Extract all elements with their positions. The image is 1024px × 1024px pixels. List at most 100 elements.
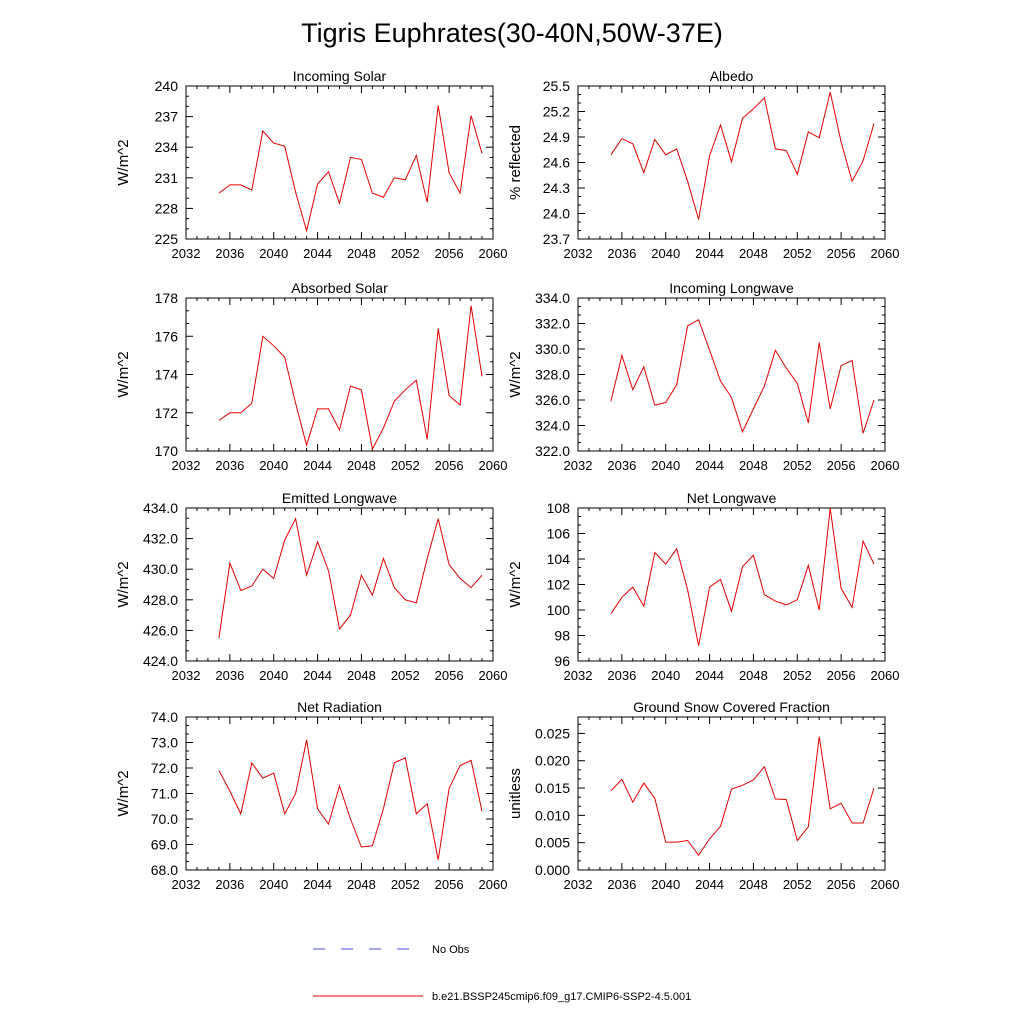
net-longwave-xtick-label: 2060 — [871, 668, 900, 683]
emitted-longwave-series-line — [218, 517, 483, 639]
incoming-solar-ytick-label: 225 — [155, 231, 179, 247]
absorbed-solar-ytick-label: 170 — [155, 443, 179, 459]
net-longwave-xtick-label: 2052 — [783, 668, 812, 683]
emitted-longwave-ytick-label: 428.0 — [143, 592, 178, 608]
albedo-ylabel: % reflected — [507, 125, 524, 200]
incoming-solar-xtick-label: 2040 — [259, 246, 288, 261]
legend: No Obs b.e21.BSSP245cmip6.f09_g17.CMIP6-… — [313, 944, 691, 1003]
net-radiation-xtick-label: 2032 — [172, 877, 201, 892]
net-radiation-title: Net Radiation — [297, 699, 382, 715]
albedo-ytick-label: 25.2 — [543, 104, 570, 120]
emitted-longwave-ytick-label: 424.0 — [143, 653, 178, 669]
ground-snow-covered-fraction-ytick-label: 0.025 — [535, 725, 570, 741]
net-radiation-ylabel: W/m^2 — [115, 770, 132, 816]
net-longwave-ytick-label: 102 — [547, 577, 571, 593]
net-longwave-ytick-label: 100 — [547, 602, 571, 618]
albedo-ytick-label: 24.0 — [543, 206, 570, 222]
absorbed-solar-ytick-label: 172 — [155, 405, 179, 421]
incoming-longwave-xtick-label: 2052 — [783, 458, 812, 473]
net-radiation-ytick-label: 74.0 — [151, 709, 178, 725]
incoming-solar-ytick-label: 234 — [155, 139, 179, 155]
albedo-xtick-label: 2036 — [607, 246, 636, 261]
net-longwave-ytick-label: 96 — [554, 653, 570, 669]
ground-snow-covered-fraction-title: Ground Snow Covered Fraction — [633, 699, 830, 715]
absorbed-solar-xtick-label: 2032 — [172, 458, 201, 473]
net-longwave-ytick-label: 108 — [547, 500, 571, 516]
net-longwave-series-line — [610, 507, 875, 646]
ground-snow-covered-fraction-xtick-label: 2052 — [783, 877, 812, 892]
incoming-solar-ylabel: W/m^2 — [115, 139, 132, 185]
net-longwave-ylabel: W/m^2 — [507, 561, 524, 607]
absorbed-solar-xtick-label: 2048 — [347, 458, 376, 473]
incoming-solar-xtick-label: 2044 — [303, 246, 332, 261]
emitted-longwave-xtick-label: 2036 — [215, 668, 244, 683]
emitted-longwave-xtick-label: 2040 — [259, 668, 288, 683]
absorbed-solar-xtick-label: 2056 — [435, 458, 464, 473]
ground-snow-covered-fraction-ytick-label: 0.020 — [535, 753, 570, 769]
ground-snow-covered-fraction-ytick-label: 0.015 — [535, 780, 570, 796]
ground-snow-covered-fraction-xtick-label: 2060 — [871, 877, 900, 892]
net-radiation-ytick-label: 72.0 — [151, 760, 178, 776]
albedo-ytick-label: 23.7 — [543, 231, 570, 247]
absorbed-solar-xtick-label: 2060 — [479, 458, 508, 473]
net-radiation-ytick-label: 71.0 — [151, 786, 178, 802]
ground-snow-covered-fraction-plot-frame — [577, 716, 886, 871]
net-radiation-ytick-label: 69.0 — [151, 837, 178, 853]
ground-snow-covered-fraction-xtick-label: 2032 — [564, 877, 593, 892]
ground-snow-covered-fraction-xtick-label: 2044 — [695, 877, 724, 892]
ground-snow-covered-fraction-ytick-label: 0.000 — [535, 862, 570, 878]
incoming-solar-series-line — [218, 105, 483, 233]
net-radiation-series-line — [218, 739, 483, 860]
net-radiation-xtick-label: 2052 — [391, 877, 420, 892]
albedo-xtick-label: 2048 — [739, 246, 768, 261]
incoming-longwave-ytick-label: 322.0 — [535, 443, 570, 459]
net-radiation-xtick-label: 2044 — [303, 877, 332, 892]
albedo-ytick-label: 25.5 — [543, 78, 570, 94]
panel-incoming-longwave: Incoming Longwave 2032 2036 2040 2044 2048 205… — [507, 280, 899, 473]
incoming-longwave-xtick-label: 2032 — [564, 458, 593, 473]
emitted-longwave-xtick-label: 2032 — [172, 668, 201, 683]
net-longwave-xtick-label: 2056 — [827, 668, 856, 683]
incoming-solar-ytick-label: 228 — [155, 200, 179, 216]
ground-snow-covered-fraction-series-line — [610, 736, 875, 857]
incoming-longwave-ytick-label: 326.0 — [535, 392, 570, 408]
emitted-longwave-plot-frame — [185, 507, 494, 662]
net-radiation-xtick-label: 2056 — [435, 877, 464, 892]
net-longwave-xtick-label: 2044 — [695, 668, 724, 683]
net-radiation-xtick-label: 2036 — [215, 877, 244, 892]
incoming-longwave-title: Incoming Longwave — [669, 280, 794, 296]
net-longwave-xtick-label: 2040 — [651, 668, 680, 683]
albedo-xtick-label: 2052 — [783, 246, 812, 261]
incoming-solar-ytick-label: 231 — [155, 170, 179, 186]
albedo-series-line — [610, 91, 875, 220]
incoming-longwave-xtick-label: 2060 — [871, 458, 900, 473]
incoming-longwave-ytick-label: 334.0 — [535, 290, 570, 306]
albedo-xtick-label: 2056 — [827, 246, 856, 261]
net-radiation-xtick-label: 2048 — [347, 877, 376, 892]
emitted-longwave-xtick-label: 2056 — [435, 668, 464, 683]
absorbed-solar-series-line — [218, 305, 483, 451]
net-radiation-ytick-label: 73.0 — [151, 735, 178, 751]
albedo-ytick-label: 24.3 — [543, 180, 570, 196]
net-radiation-xtick-label: 2060 — [479, 877, 508, 892]
incoming-longwave-ytick-label: 324.0 — [535, 418, 570, 434]
net-longwave-title: Net Longwave — [687, 490, 777, 506]
panel-incoming-solar: Incoming Solar 2032 2036 2040 2044 2048 2052 20… — [115, 68, 507, 261]
ground-snow-covered-fraction-xtick-label: 2036 — [607, 877, 636, 892]
panels-grid: Incoming Solar 2032 2036 2040 2044 2048 2052 20… — [115, 68, 899, 892]
emitted-longwave-xtick-label: 2044 — [303, 668, 332, 683]
albedo-ytick-label: 24.6 — [543, 155, 570, 171]
figure-title: Tigris Euphrates(30-40N,50W-37E) — [301, 18, 723, 48]
panel-absorbed-solar: Absorbed Solar 2032 2036 2040 2044 2048 2052 20… — [115, 280, 507, 473]
panel-albedo: Albedo 2032 2036 2040 2044 2048 2052 2056 2060 23… — [507, 68, 899, 261]
incoming-longwave-series-line — [610, 318, 875, 434]
panel-ground-snow-covered-fraction: Ground Snow Covered Fraction 2032 2036 2040… — [507, 699, 899, 892]
net-longwave-ytick-label: 104 — [547, 551, 571, 567]
net-radiation-ytick-label: 70.0 — [151, 811, 178, 827]
absorbed-solar-xtick-label: 2036 — [215, 458, 244, 473]
incoming-solar-ytick-label: 237 — [155, 109, 179, 125]
absorbed-solar-ytick-label: 178 — [155, 290, 179, 306]
net-longwave-xtick-label: 2036 — [607, 668, 636, 683]
net-longwave-xtick-label: 2032 — [564, 668, 593, 683]
